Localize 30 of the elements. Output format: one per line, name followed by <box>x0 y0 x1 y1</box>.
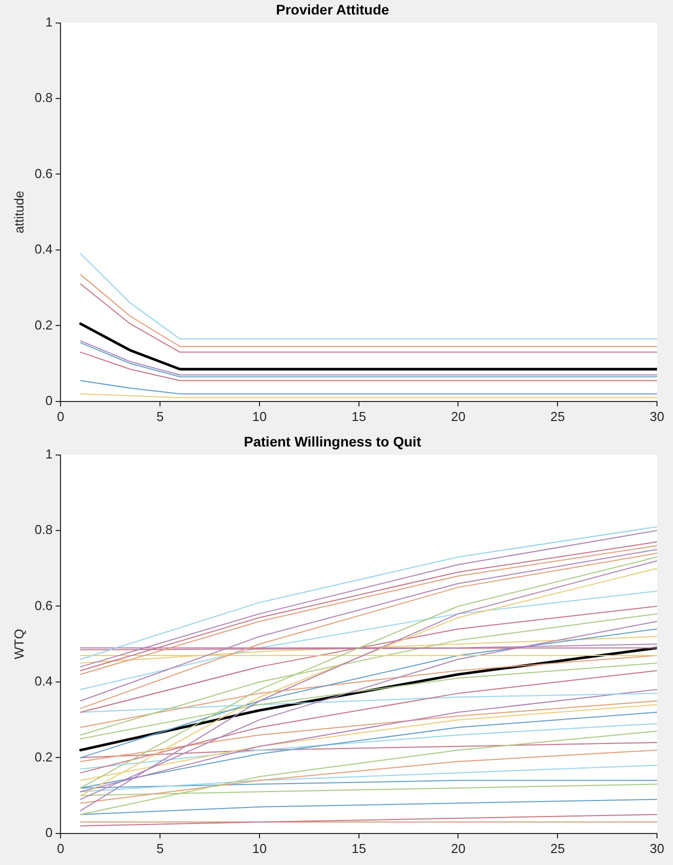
x-tick-label: 0 <box>57 840 64 856</box>
y-tick-label: 0.4 <box>34 674 53 689</box>
x-tick-label: 5 <box>156 408 164 424</box>
chart-title: Patient Willingness to Quit <box>244 433 422 450</box>
chart-title: Provider Attitude <box>276 1 390 18</box>
x-tick-label: 20 <box>450 408 466 424</box>
y-axis-title: attitude <box>11 190 26 234</box>
y-axis-title: WTQ <box>11 628 26 660</box>
y-tick-label: 1 <box>45 14 53 30</box>
x-tick-label: 5 <box>156 840 164 856</box>
y-tick-label: 0 <box>45 392 53 408</box>
y-tick-label: 0.6 <box>34 598 53 613</box>
y-tick-label: 0.8 <box>34 90 53 106</box>
y-tick-label: 0.6 <box>34 166 53 181</box>
y-tick-label: 0.8 <box>34 522 53 538</box>
y-tick-label: 0.4 <box>34 242 53 257</box>
x-tick-label: 15 <box>352 840 366 856</box>
y-tick-label: 0.2 <box>34 749 53 764</box>
y-tick-label: 0.2 <box>34 317 53 332</box>
x-tick-label: 15 <box>352 408 366 424</box>
x-tick-label: 0 <box>57 408 64 424</box>
x-tick-label: 20 <box>450 840 466 856</box>
x-tick-label: 10 <box>252 840 267 856</box>
x-tick-label: 25 <box>550 408 565 424</box>
y-tick-label: 1 <box>45 446 53 462</box>
x-tick-label: 30 <box>650 840 664 856</box>
y-tick-label: 0 <box>45 824 53 840</box>
x-tick-label: 25 <box>550 840 565 856</box>
x-tick-label: 30 <box>650 408 664 424</box>
x-tick-label: 10 <box>252 408 267 424</box>
